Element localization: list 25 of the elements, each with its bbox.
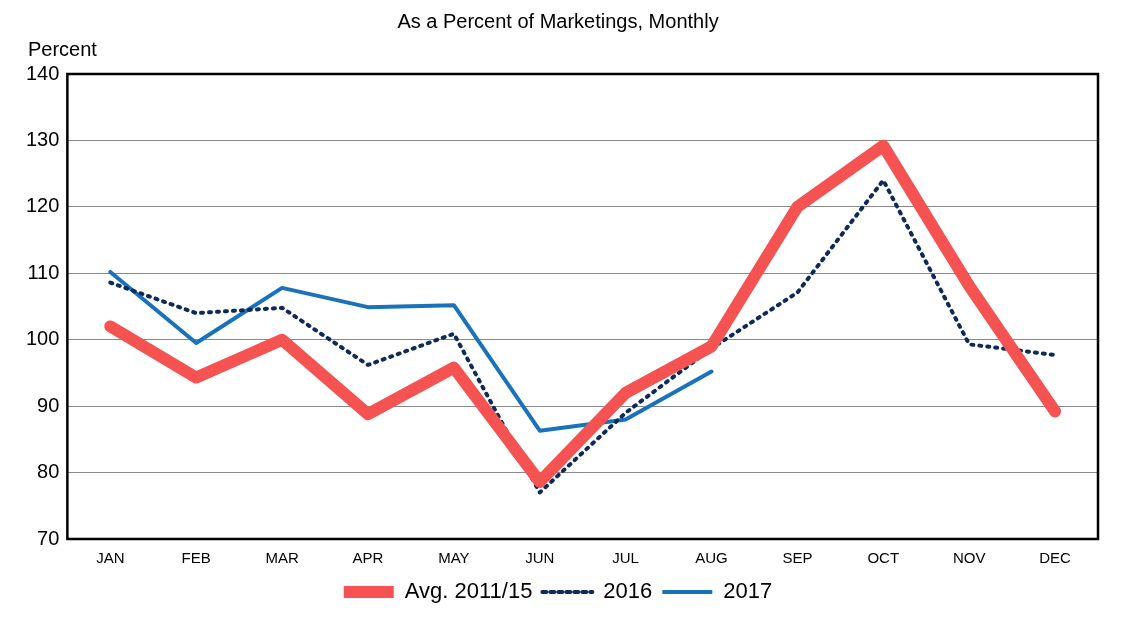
x-tick-label: JAN: [96, 549, 125, 567]
x-tick-label: JUL: [612, 549, 639, 567]
x-tick-label: JUN: [525, 549, 555, 567]
legend-label: 2017: [723, 578, 773, 604]
y-tick-label: 70: [37, 526, 60, 549]
legend-label: Avg. 2011/15: [404, 578, 533, 604]
x-tick-label: MAY: [438, 549, 470, 567]
x-tick-label: FEB: [181, 549, 211, 567]
x-tick-label: AUG: [695, 549, 728, 567]
x-tick-label: SEP: [782, 549, 813, 567]
y-tick-label: 110: [27, 260, 60, 283]
y-tick-label: 100: [25, 327, 60, 350]
y-axis-title: Percent: [28, 37, 98, 60]
y-tick-label: 130: [25, 127, 60, 150]
chart-title: As a Percent of Marketings, Monthly: [397, 9, 719, 32]
x-tick-label: NOV: [952, 549, 986, 567]
x-tick-label: DEC: [1039, 549, 1072, 567]
y-tick-label: 90: [37, 393, 60, 416]
y-tick-label: 140: [25, 61, 60, 84]
x-tick-label: APR: [352, 549, 384, 567]
y-tick-label: 80: [37, 460, 60, 483]
legend-label: 2016: [603, 578, 653, 604]
y-tick-label: 120: [25, 194, 60, 217]
x-tick-label: OCT: [867, 549, 900, 567]
x-tick-label: MAR: [265, 549, 299, 567]
